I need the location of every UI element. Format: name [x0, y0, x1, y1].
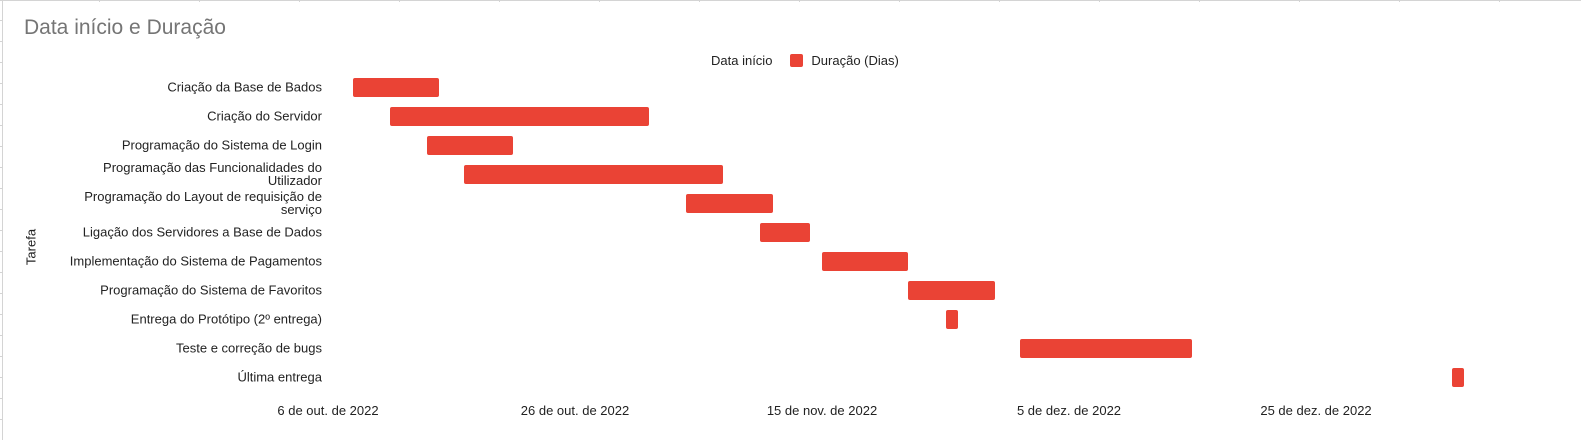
task-label-line: Criação do Servidor — [207, 108, 322, 124]
task-label-line: Implementação do Sistema de Pagamentos — [69, 253, 322, 269]
task-bar[interactable] — [908, 280, 995, 300]
task-label: Programação do Layout de requisição de se… — [42, 190, 322, 216]
task-bar[interactable] — [389, 106, 650, 126]
legend-label-start: Data início — [711, 53, 773, 68]
task-label: Programação do Sistema de Login — [42, 139, 322, 152]
x-tick-label: 15 de nov. de 2022 — [766, 403, 878, 418]
task-label-line: Entrega do Protótipo (2º entrega) — [130, 311, 322, 327]
task-bar[interactable] — [1451, 367, 1465, 387]
task-label: Ligação dos Servidores a Base de Dados — [42, 226, 322, 239]
sheet-row-marks — [0, 0, 2, 440]
sheet-column-marks — [0, 0, 1581, 2]
task-label-line: Última entrega — [237, 369, 322, 385]
task-bar[interactable] — [463, 164, 724, 184]
x-tick-label: 5 de dez. de 2022 — [1016, 403, 1122, 418]
legend-swatch-duration — [790, 54, 804, 67]
task-label-line: Programação do Sistema de Login — [121, 137, 322, 153]
y-axis-title: Tarefa — [23, 228, 39, 266]
task-label: Programação do Sistema de Favoritos — [42, 284, 322, 297]
task-bar[interactable] — [426, 135, 514, 155]
task-bar[interactable] — [945, 309, 958, 329]
task-label: Criação da Base de Bados — [42, 81, 322, 94]
task-label: Criação do Servidor — [42, 110, 322, 123]
task-label: Implementação do Sistema de Pagamentos — [42, 255, 322, 268]
sheet-frame-left — [2, 0, 3, 440]
legend-label-duration: Duração (Dias) — [811, 53, 899, 68]
chart-title: Data início e Duração — [24, 16, 226, 39]
x-tick-label: 6 de out. de 2022 — [277, 403, 379, 418]
task-label-line: Programação do Layout de requisição de — [84, 189, 322, 204]
task-label: Programação das Funcionalidades do Utiliz… — [42, 161, 322, 187]
task-label-line: Programação das Funcionalidades do — [103, 160, 322, 175]
task-label-line: Teste e correção de bugs — [176, 340, 322, 356]
task-bar[interactable] — [822, 251, 909, 271]
task-label-line: serviço — [280, 202, 322, 217]
task-bar[interactable] — [686, 193, 773, 213]
task-bar[interactable] — [352, 77, 440, 97]
chart-legend: Data início Duração (Dias) — [711, 53, 899, 68]
x-tick-label: 25 de dez. de 2022 — [1260, 403, 1372, 418]
task-bar[interactable] — [760, 222, 810, 242]
task-label: Última entrega — [42, 371, 322, 384]
task-label: Teste e correção de bugs — [42, 342, 322, 355]
task-bar[interactable] — [1019, 338, 1193, 358]
task-label-line: Criação da Base de Bados — [167, 79, 322, 95]
x-tick-label: 26 de out. de 2022 — [520, 403, 630, 418]
task-label-line: Ligação dos Servidores a Base de Dados — [82, 224, 322, 240]
task-label-line: Programação do Sistema de Favoritos — [100, 282, 322, 298]
task-label-line: Utilizador — [267, 173, 322, 188]
task-label: Entrega do Protótipo (2º entrega) — [42, 313, 322, 326]
